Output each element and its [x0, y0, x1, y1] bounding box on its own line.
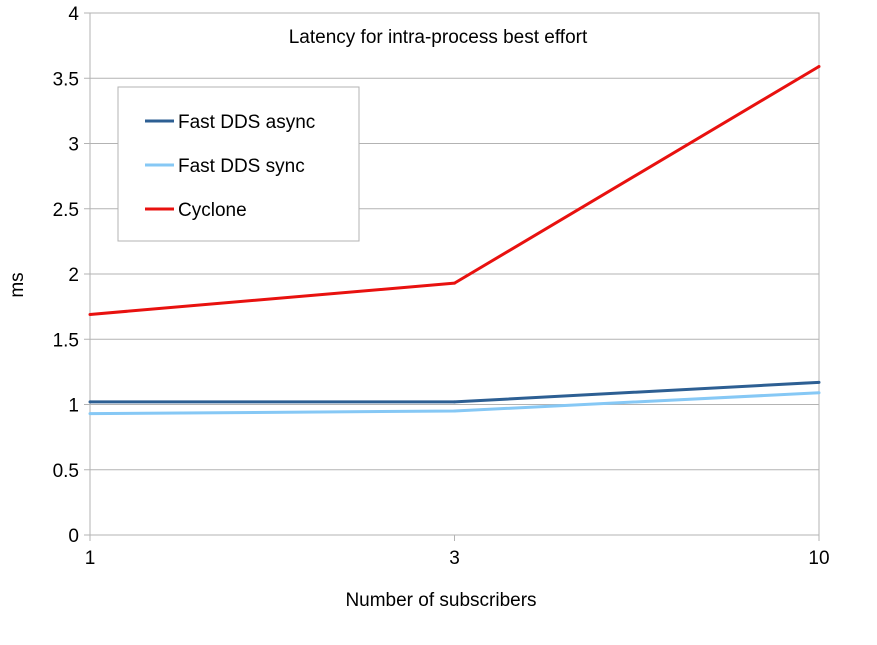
legend-label-fast-dds-sync: Fast DDS sync: [178, 156, 305, 177]
y-axis-title: ms: [7, 272, 28, 297]
y-tick-label: 3.5: [53, 69, 79, 90]
y-tick-label: 1.5: [53, 330, 79, 351]
x-tick-labels: 1 3 10: [85, 548, 830, 569]
legend: Fast DDS async Fast DDS sync Cyclone: [117, 86, 360, 242]
y-tick-label: 4: [68, 4, 79, 25]
series-lines: [88, 65, 821, 416]
x-tick-label: 1: [85, 548, 96, 569]
legend-label-cyclone: Cyclone: [178, 200, 247, 221]
data-point-fast-dds-sync-1: [453, 409, 456, 413]
data-point-fast-dds-sync-2: [817, 391, 821, 395]
y-tick-label: 0.5: [53, 461, 79, 482]
data-point-fast-dds-sync-0: [88, 412, 92, 416]
y-tick-label: 2.5: [53, 200, 79, 221]
x-axis-title: Number of subscribers: [345, 590, 536, 611]
x-tick-label: 10: [808, 548, 829, 569]
legend-label-fast-dds-async: Fast DDS async: [178, 112, 315, 133]
data-point-cyclone-2: [817, 65, 821, 69]
x-tick-label: 3: [449, 548, 460, 569]
y-tick-label: 2: [68, 265, 79, 286]
y-tick-label: 0: [68, 526, 79, 547]
data-point-fast-dds-async-2: [817, 380, 821, 384]
y-tick-labels: 0 0.5 1 1.5 2 2.5 3 3.5 4: [53, 4, 80, 547]
x-tick-marks: [89, 535, 820, 541]
data-point-cyclone-1: [453, 281, 456, 285]
y-tick-label: 1: [68, 396, 79, 417]
data-point-fast-dds-async-1: [453, 400, 456, 404]
data-point-cyclone-0: [88, 312, 92, 316]
data-point-fast-dds-async-0: [88, 400, 92, 404]
y-tick-label: 3: [68, 135, 79, 156]
chart-title: Latency for intra-process best effort: [289, 27, 588, 48]
